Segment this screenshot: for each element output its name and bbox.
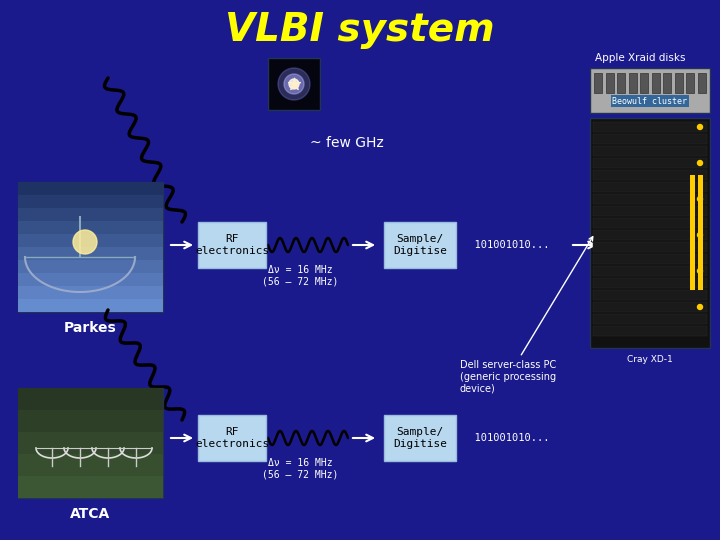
Text: 101001010...: 101001010... (462, 240, 549, 250)
Text: VLBI system: VLBI system (225, 11, 495, 49)
FancyBboxPatch shape (18, 286, 163, 299)
FancyBboxPatch shape (593, 242, 707, 252)
Circle shape (698, 233, 703, 238)
FancyBboxPatch shape (593, 314, 707, 324)
FancyBboxPatch shape (18, 299, 163, 312)
FancyBboxPatch shape (593, 278, 707, 288)
FancyBboxPatch shape (198, 222, 266, 268)
FancyBboxPatch shape (698, 73, 706, 93)
Circle shape (73, 230, 97, 254)
Text: Dell server-class PC
(generic processing
device): Dell server-class PC (generic processing… (460, 237, 593, 393)
Circle shape (284, 74, 304, 94)
Text: RF
electronics: RF electronics (195, 427, 269, 449)
FancyBboxPatch shape (617, 73, 625, 93)
FancyBboxPatch shape (18, 208, 163, 221)
Circle shape (698, 197, 703, 201)
FancyBboxPatch shape (198, 415, 266, 461)
FancyBboxPatch shape (675, 73, 683, 93)
FancyBboxPatch shape (18, 195, 163, 208)
FancyBboxPatch shape (629, 73, 636, 93)
FancyBboxPatch shape (18, 388, 163, 498)
FancyBboxPatch shape (593, 158, 707, 168)
Circle shape (698, 160, 703, 165)
Text: ATCA: ATCA (70, 507, 110, 521)
Circle shape (289, 79, 299, 89)
Circle shape (698, 125, 703, 130)
Text: Δν = 16 MHz
(56 – 72 MHz): Δν = 16 MHz (56 – 72 MHz) (262, 458, 338, 480)
FancyBboxPatch shape (384, 222, 456, 268)
FancyBboxPatch shape (593, 266, 707, 276)
FancyBboxPatch shape (593, 206, 707, 216)
FancyBboxPatch shape (18, 273, 163, 286)
FancyBboxPatch shape (593, 194, 707, 204)
FancyBboxPatch shape (698, 175, 703, 290)
FancyBboxPatch shape (593, 122, 707, 132)
FancyBboxPatch shape (18, 234, 163, 247)
FancyBboxPatch shape (606, 73, 613, 93)
FancyBboxPatch shape (18, 260, 163, 273)
FancyBboxPatch shape (593, 218, 707, 228)
Text: Cray XD-1: Cray XD-1 (627, 355, 673, 364)
FancyBboxPatch shape (594, 73, 602, 93)
FancyBboxPatch shape (593, 134, 707, 144)
FancyBboxPatch shape (690, 175, 695, 290)
FancyBboxPatch shape (18, 432, 163, 454)
FancyBboxPatch shape (18, 247, 163, 260)
Text: Apple Xraid disks: Apple Xraid disks (595, 53, 685, 63)
FancyBboxPatch shape (593, 170, 707, 180)
FancyBboxPatch shape (593, 146, 707, 156)
FancyBboxPatch shape (18, 476, 163, 498)
Text: RF
electronics: RF electronics (195, 234, 269, 256)
Text: Sample/
Digitise: Sample/ Digitise (393, 427, 447, 449)
FancyBboxPatch shape (593, 290, 707, 300)
Circle shape (698, 305, 703, 309)
Text: ~ few GHz: ~ few GHz (310, 136, 384, 150)
FancyBboxPatch shape (640, 73, 648, 93)
FancyBboxPatch shape (18, 410, 163, 432)
Circle shape (278, 68, 310, 100)
FancyBboxPatch shape (18, 221, 163, 234)
FancyBboxPatch shape (384, 415, 456, 461)
FancyBboxPatch shape (652, 73, 660, 93)
FancyBboxPatch shape (590, 118, 710, 348)
Circle shape (698, 268, 703, 273)
Text: 101001010...: 101001010... (462, 433, 549, 443)
Text: Beowulf cluster: Beowulf cluster (613, 97, 688, 105)
FancyBboxPatch shape (18, 388, 163, 410)
Text: Δν = 16 MHz
(56 – 72 MHz): Δν = 16 MHz (56 – 72 MHz) (262, 265, 338, 287)
FancyBboxPatch shape (18, 182, 163, 195)
FancyBboxPatch shape (686, 73, 694, 93)
FancyBboxPatch shape (268, 58, 320, 110)
FancyBboxPatch shape (593, 230, 707, 240)
FancyBboxPatch shape (18, 454, 163, 476)
FancyBboxPatch shape (18, 182, 163, 312)
Text: Sample/
Digitise: Sample/ Digitise (393, 234, 447, 256)
FancyBboxPatch shape (663, 73, 671, 93)
FancyBboxPatch shape (593, 254, 707, 264)
FancyBboxPatch shape (593, 182, 707, 192)
FancyBboxPatch shape (593, 302, 707, 312)
FancyBboxPatch shape (590, 68, 710, 113)
FancyBboxPatch shape (593, 326, 707, 336)
Point (288, 80, 300, 89)
Text: Parkes: Parkes (63, 321, 117, 335)
